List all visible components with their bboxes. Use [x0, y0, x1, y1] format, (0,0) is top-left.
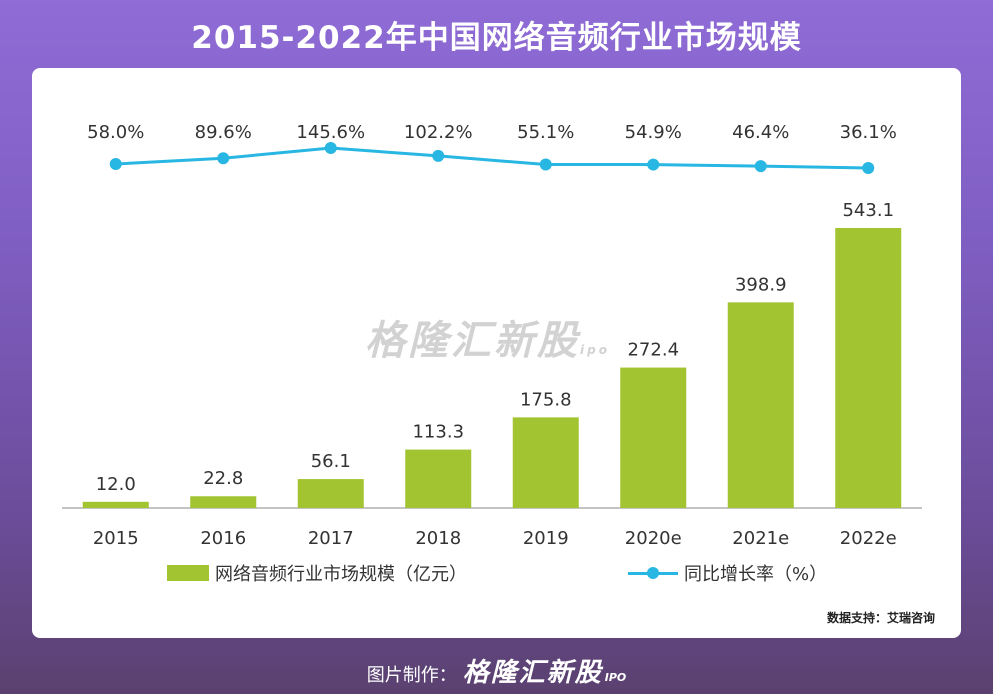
- growth-point-2021e: [754, 160, 767, 173]
- bar-2022e: [835, 228, 902, 508]
- footer: 图片制作： 格隆汇新股 IPO: [0, 652, 993, 689]
- footer-ipo: IPO: [604, 671, 627, 684]
- growth-point-2018: [432, 149, 445, 162]
- legend-bar-label: 网络音频行业市场规模（亿元）: [215, 564, 467, 585]
- growth-point-2016: [217, 152, 230, 165]
- bar-2021e: [727, 302, 794, 508]
- bar-2018: [405, 449, 472, 508]
- bar-2015: [82, 501, 149, 508]
- growth-point-2015: [109, 158, 122, 170]
- bar-label-2016: 22.8: [203, 468, 243, 489]
- growth-label-2019: 55.1%: [517, 122, 574, 143]
- watermark-brand: 格隆汇新股: [365, 318, 580, 364]
- x-tick-2019: 2019: [523, 528, 569, 549]
- x-tick-2016: 2016: [200, 528, 246, 549]
- x-tick-2021e: 2021e: [732, 528, 789, 549]
- watermark: 格隆汇新股ipo: [365, 308, 610, 366]
- legend-bar: 网络音频行业市场规模（亿元）: [167, 562, 467, 585]
- growth-point-2020e: [647, 158, 660, 171]
- growth-label-2020e: 54.9%: [625, 122, 682, 143]
- x-tick-2017: 2017: [308, 528, 354, 549]
- source-note: 数据支持：艾瑞咨询: [826, 611, 935, 625]
- growth-label-2017: 145.6%: [296, 122, 365, 143]
- growth-point-2022e: [862, 162, 875, 174]
- x-tick-2020e: 2020e: [625, 528, 682, 549]
- growth-label-2022e: 36.1%: [840, 122, 897, 143]
- page-title: 2015-2022年中国网络音频行业市场规模: [191, 20, 802, 56]
- bar-2019: [512, 417, 579, 508]
- x-tick-2018: 2018: [415, 528, 461, 549]
- bar-2017: [297, 479, 364, 508]
- legend-line: 同比增长率（%）: [628, 562, 828, 585]
- growth-point-2017: [324, 142, 337, 154]
- growth-label-2016: 89.6%: [195, 122, 252, 143]
- x-tick-2022e: 2022e: [840, 528, 897, 549]
- bar-label-2018: 113.3: [412, 422, 464, 443]
- bar-label-2015: 12.0: [96, 474, 136, 495]
- chart-svg: 12.0 2015 22.8 2016 56.1 2017 113.3 2018 175.8 20…: [62, 122, 922, 549]
- growth-line: [115, 146, 869, 170]
- legend-line-swatch: [628, 565, 678, 581]
- legend-line-label: 同比增长率（%）: [684, 564, 828, 585]
- bar-2020e: [620, 367, 687, 508]
- growth-point-2019: [539, 158, 552, 171]
- growth-label-2021e: 46.4%: [732, 122, 789, 143]
- bar-label-2020e: 272.4: [627, 340, 679, 361]
- bar-label-2017: 56.1: [311, 451, 351, 472]
- footer-prefix: 图片制作：: [366, 665, 457, 686]
- x-tick-2015: 2015: [93, 528, 139, 549]
- bar-2016: [190, 496, 257, 508]
- chart-card: 12.0 2015 22.8 2016 56.1 2017 113.3 2018 175.8 20…: [32, 68, 961, 638]
- bar-label-2022e: 543.1: [842, 200, 894, 221]
- watermark-sub: ipo: [580, 343, 610, 357]
- growth-label-2018: 102.2%: [404, 122, 473, 143]
- footer-brand: 格隆汇新股: [462, 658, 603, 688]
- legend-bar-swatch: [167, 565, 209, 581]
- bar-label-2021e: 398.9: [735, 274, 787, 295]
- growth-label-2015: 58.0%: [87, 122, 144, 143]
- bar-label-2019: 175.8: [520, 389, 572, 410]
